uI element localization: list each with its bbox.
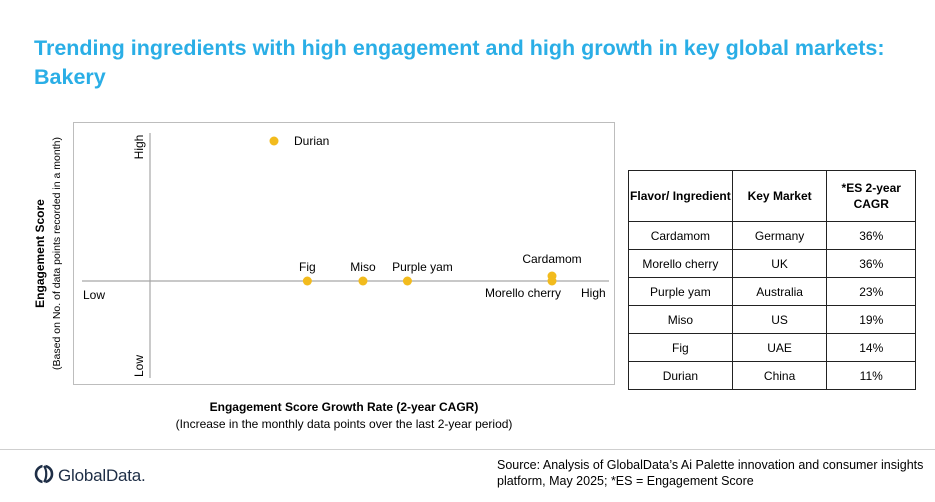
y-low-label: Low [132,355,146,377]
table-cell-ingredient: Fig [628,333,733,362]
table-row: Miso US 19% [628,305,916,334]
data-label-cardamom: Cardamom [522,252,581,266]
table-cell-ingredient: Durian [628,361,733,390]
table-cell-market: UAE [731,333,828,362]
table-row: Morello cherry UK 36% [628,249,916,278]
ingredient-table: Flavor/ Ingredient Key Market *ES 2-year… [628,170,916,390]
data-label-morello-cherry: Morello cherry [485,286,561,300]
y-axis-title: Engagement Score (Based on No. of data p… [20,122,66,385]
table-header-row: Flavor/ Ingredient Key Market *ES 2-year… [628,170,916,222]
footer-divider [0,449,935,450]
y-high-label: High [132,135,146,160]
x-low-label: Low [83,288,105,302]
table-cell-market: Australia [731,277,828,306]
x-high-label: High [581,286,606,300]
table-row: Cardamom Germany 36% [628,221,916,250]
table-cell-market: UK [731,249,828,278]
logo-text: GlobalData. [58,466,146,485]
scatter-plot: High Low Low High Durian Fig Miso Purple ya… [82,133,609,378]
table-cell-cagr: 19% [826,305,916,334]
table-cell-ingredient: Morello cherry [628,249,733,278]
data-label-miso: Miso [350,260,376,274]
x-axis-sublabel: (Increase in the monthly data points ove… [175,417,513,431]
globaldata-logo-icon [34,461,54,492]
table-cell-cagr: 14% [826,333,916,362]
table-cell-cagr: 11% [826,361,916,390]
table-cell-market: China [731,361,828,390]
table-cell-market: Germany [731,221,828,250]
source-note: Source: Analysis of GlobalData’s Ai Pale… [497,458,924,488]
table-cell-ingredient: Cardamom [628,221,733,250]
data-point-fig [302,276,312,286]
table-cell-ingredient: Purple yam [628,277,733,306]
data-point-durian [269,136,279,146]
table-header-market: Key Market [731,170,828,222]
table-cell-cagr: 36% [826,249,916,278]
table-header-cagr: *ES 2-year CAGR [826,170,916,222]
data-point-morello-cherry [547,276,557,286]
table-cell-cagr: 36% [826,221,916,250]
table-row: Durian China 11% [628,361,916,390]
table-row: Fig UAE 14% [628,333,916,362]
table-header-ingredient: Flavor/ Ingredient [628,170,733,222]
page-title: Trending ingredients with high engagemen… [34,36,885,89]
data-point-purple-yam [402,276,412,286]
chart-area: High Low Low High Durian Fig Miso Purple ya… [73,122,615,385]
table-cell-ingredient: Miso [628,305,733,334]
globaldata-logo: GlobalData. [34,462,146,490]
data-label-durian: Durian [294,134,329,148]
data-point-miso [358,276,368,286]
x-axis-label: Engagement Score Growth Rate (2-year CAG… [209,400,479,414]
data-label-purple-yam: Purple yam [392,260,453,274]
y-axis-label: Engagement Score [33,199,47,308]
data-label-fig: Fig [299,260,316,274]
table-row: Purple yam Australia 23% [628,277,916,306]
table-cell-market: US [731,305,828,334]
table-cell-cagr: 23% [826,277,916,306]
y-axis-sublabel: (Based on No. of data points recorded in… [51,137,63,370]
